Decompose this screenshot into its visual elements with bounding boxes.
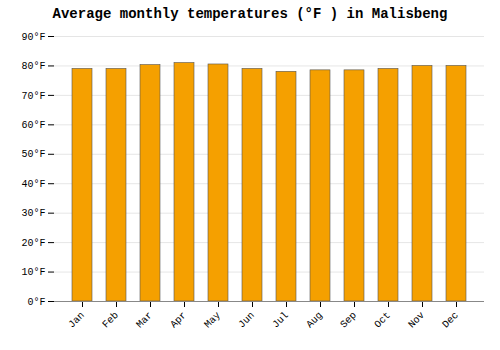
svg-text:50°F: 50°F	[21, 149, 45, 160]
svg-text:Jan: Jan	[66, 310, 87, 331]
svg-text:30°F: 30°F	[21, 208, 45, 219]
svg-text:60°F: 60°F	[21, 120, 45, 131]
svg-text:Oct: Oct	[372, 310, 393, 331]
svg-text:Jul: Jul	[270, 310, 291, 331]
svg-text:90°F: 90°F	[21, 32, 45, 43]
svg-text:40°F: 40°F	[21, 179, 45, 190]
html-text:Average monthly temperatures (: Average monthly temperatures (°F ) in Ma…	[52, 6, 448, 22]
svg-text:10°F: 10°F	[21, 267, 45, 278]
svg-text:70°F: 70°F	[21, 91, 45, 102]
svg-text:Dec: Dec	[440, 310, 461, 331]
svg-text:80°F: 80°F	[21, 61, 45, 72]
svg-text:Sep: Sep	[338, 310, 359, 331]
svg-text:Aug: Aug	[304, 310, 325, 331]
svg-text:Nov: Nov	[406, 310, 427, 331]
svg-text:20°F: 20°F	[21, 238, 45, 249]
svg-text:0°F: 0°F	[27, 297, 45, 308]
svg-text:Apr: Apr	[168, 310, 189, 331]
svg-text:May: May	[202, 310, 223, 331]
svg-text:Jun: Jun	[236, 310, 257, 331]
svg-text:Feb: Feb	[100, 310, 121, 331]
svg-text:Mar: Mar	[134, 310, 155, 331]
